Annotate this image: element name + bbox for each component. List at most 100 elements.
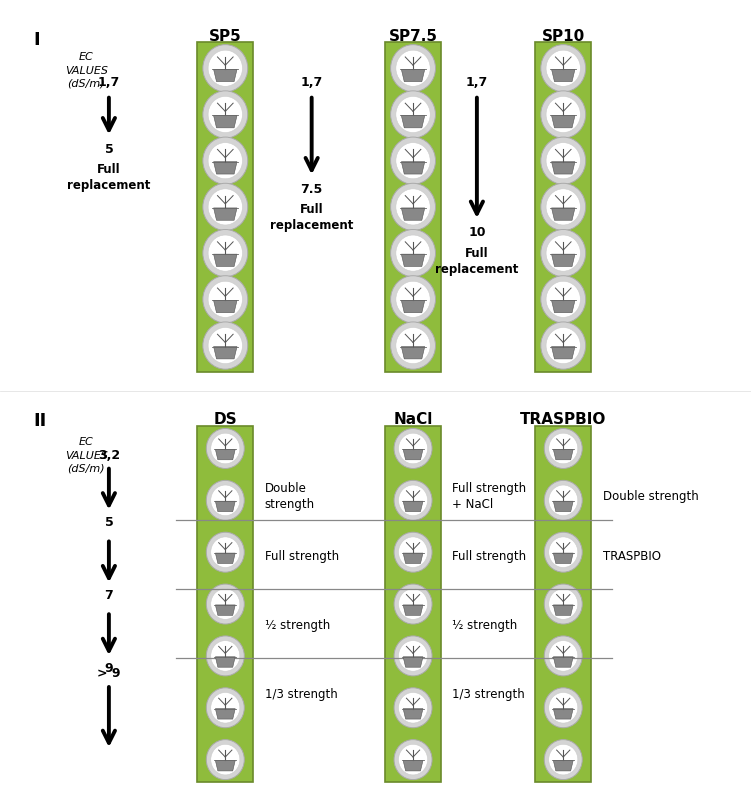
Text: 7: 7: [104, 589, 113, 602]
Polygon shape: [551, 300, 575, 313]
Circle shape: [399, 641, 427, 672]
Polygon shape: [403, 450, 423, 460]
Text: Full
replacement: Full replacement: [435, 247, 519, 276]
Text: Double
strength: Double strength: [264, 482, 315, 511]
Circle shape: [541, 183, 586, 231]
Circle shape: [391, 229, 436, 276]
Circle shape: [394, 532, 432, 572]
Polygon shape: [553, 656, 573, 668]
Circle shape: [203, 322, 248, 369]
Polygon shape: [213, 254, 237, 266]
Circle shape: [203, 91, 248, 138]
Circle shape: [391, 276, 436, 323]
Text: NaCl: NaCl: [394, 412, 433, 427]
Polygon shape: [213, 115, 237, 128]
Polygon shape: [216, 553, 235, 563]
Circle shape: [207, 480, 244, 521]
Circle shape: [394, 739, 432, 780]
Circle shape: [211, 433, 240, 464]
Polygon shape: [551, 162, 575, 174]
Text: EC
VALUES
(dS/m): EC VALUES (dS/m): [65, 52, 108, 88]
Polygon shape: [216, 656, 235, 668]
Circle shape: [399, 589, 427, 619]
Bar: [535, 426, 592, 782]
Text: 1,7: 1,7: [466, 77, 488, 89]
Circle shape: [549, 744, 578, 775]
Polygon shape: [401, 115, 425, 128]
Circle shape: [211, 641, 240, 672]
Circle shape: [546, 51, 581, 86]
Circle shape: [396, 51, 430, 86]
Circle shape: [399, 537, 427, 567]
Text: 1/3 strength: 1/3 strength: [264, 687, 337, 701]
Circle shape: [211, 693, 240, 723]
Text: TRASPBIO: TRASPBIO: [603, 550, 661, 562]
Polygon shape: [553, 761, 573, 771]
Bar: [198, 42, 254, 372]
Circle shape: [396, 235, 430, 271]
Circle shape: [203, 137, 248, 184]
Polygon shape: [401, 254, 425, 266]
Bar: [385, 426, 442, 782]
Circle shape: [203, 183, 248, 231]
Circle shape: [211, 744, 240, 775]
Circle shape: [546, 235, 581, 271]
Polygon shape: [216, 501, 235, 512]
Circle shape: [546, 96, 581, 133]
Text: SP5: SP5: [209, 28, 242, 43]
Polygon shape: [216, 605, 235, 615]
Text: 5: 5: [104, 517, 113, 529]
Text: 7.5: 7.5: [300, 182, 323, 196]
Text: 3,2: 3,2: [98, 449, 120, 462]
Circle shape: [546, 143, 581, 179]
Circle shape: [211, 537, 240, 567]
Circle shape: [208, 189, 243, 225]
Polygon shape: [553, 605, 573, 615]
Text: 1/3 strength: 1/3 strength: [452, 687, 525, 701]
Text: TRASPBIO: TRASPBIO: [520, 412, 607, 427]
Circle shape: [549, 693, 578, 723]
Circle shape: [396, 143, 430, 179]
Text: 9: 9: [104, 662, 113, 675]
Text: Full
replacement: Full replacement: [270, 203, 354, 232]
Circle shape: [399, 693, 427, 723]
Text: 10: 10: [468, 227, 486, 239]
Circle shape: [549, 485, 578, 516]
Polygon shape: [213, 162, 237, 174]
Circle shape: [207, 688, 244, 728]
Circle shape: [203, 276, 248, 323]
Polygon shape: [553, 553, 573, 563]
Polygon shape: [401, 300, 425, 313]
Text: DS: DS: [213, 412, 237, 427]
Circle shape: [391, 322, 436, 369]
Circle shape: [208, 96, 243, 133]
Circle shape: [208, 51, 243, 86]
Polygon shape: [401, 208, 425, 220]
Polygon shape: [403, 605, 423, 615]
Circle shape: [396, 96, 430, 133]
Text: EC
VALUES
(dS/m): EC VALUES (dS/m): [65, 438, 108, 474]
Polygon shape: [551, 254, 575, 266]
Text: Double strength: Double strength: [603, 491, 698, 503]
Polygon shape: [213, 70, 237, 81]
Circle shape: [208, 281, 243, 318]
Circle shape: [541, 229, 586, 276]
Circle shape: [549, 589, 578, 619]
Circle shape: [203, 44, 248, 92]
Text: Full strength: Full strength: [264, 550, 339, 562]
Polygon shape: [401, 347, 425, 359]
Circle shape: [396, 281, 430, 318]
Text: 5: 5: [104, 143, 113, 156]
Polygon shape: [551, 208, 575, 220]
Circle shape: [544, 688, 582, 728]
Circle shape: [207, 532, 244, 572]
Circle shape: [544, 739, 582, 780]
Circle shape: [396, 328, 430, 363]
Circle shape: [544, 584, 582, 624]
Polygon shape: [216, 450, 235, 460]
Circle shape: [549, 537, 578, 567]
Polygon shape: [403, 501, 423, 512]
Circle shape: [544, 428, 582, 468]
Polygon shape: [403, 656, 423, 668]
Circle shape: [394, 584, 432, 624]
